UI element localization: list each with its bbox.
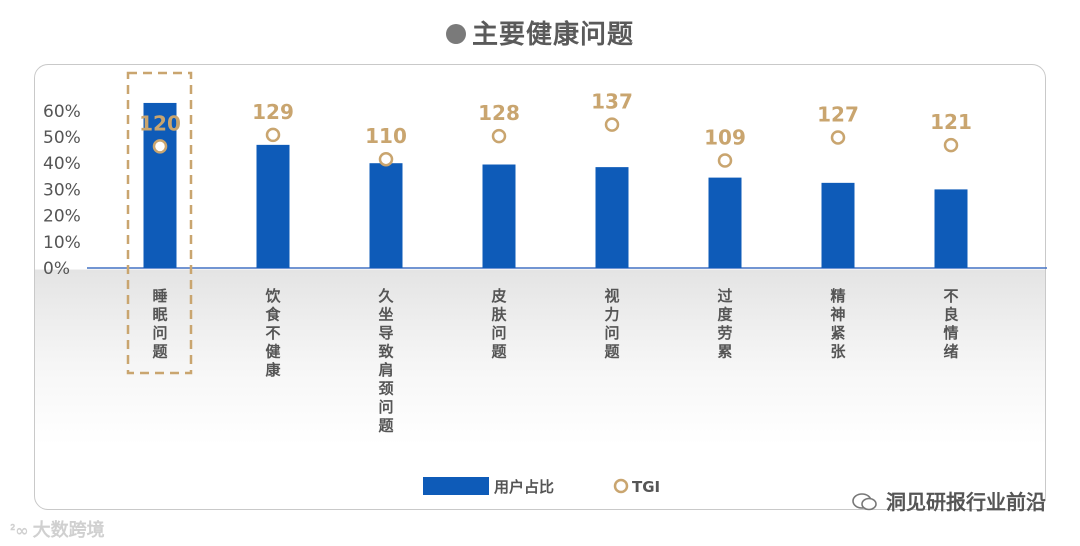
watermark-right: 洞见研报行业前沿 xyxy=(852,486,1046,515)
category-label-char: 眠 xyxy=(152,306,167,324)
bar-8 xyxy=(934,189,968,268)
category-label-char: 度 xyxy=(717,306,733,324)
chart-svg: 0%10%20%30%40%50%60% 120睡眠问题129饮食不健康110久坐… xyxy=(43,71,1047,496)
category-label-char: 问 xyxy=(152,324,167,342)
category-label-char: 睡 xyxy=(152,287,167,305)
category-label-char: 紧 xyxy=(830,324,845,342)
y-tick-label: 0% xyxy=(43,259,70,279)
bar-4 xyxy=(482,164,516,268)
category-label-char: 神 xyxy=(830,306,845,324)
highlight-box xyxy=(126,71,193,375)
bar-5 xyxy=(595,167,629,268)
category-label-char: 不 xyxy=(265,324,280,342)
category-label-char: 视 xyxy=(604,287,619,305)
tgi-label-5: 137 xyxy=(591,90,633,114)
category-label-char: 导 xyxy=(378,324,393,342)
wechat-icon xyxy=(852,493,877,511)
bar-6 xyxy=(708,177,742,268)
category-label-char: 绪 xyxy=(943,343,958,361)
tgi-label-4: 128 xyxy=(478,101,520,125)
watermark-left: ᒾ∞ 大数跨境 xyxy=(10,520,105,541)
category-label-char: 肩 xyxy=(378,361,393,379)
category-label-char: 累 xyxy=(717,343,732,361)
chart-title: 主要健康问题 xyxy=(0,14,1080,51)
tgi-label-6: 109 xyxy=(704,125,746,149)
tgi-marker-5 xyxy=(604,117,620,132)
tgi-marker-7 xyxy=(830,130,846,145)
tgi-marker-2 xyxy=(265,127,281,143)
category-label-char: 食 xyxy=(265,306,281,324)
category-label-char: 健 xyxy=(265,343,280,361)
category-label-char: 皮 xyxy=(491,287,506,305)
legend-tgi-marker xyxy=(613,478,629,494)
chart-panel: 0% 10% 20% 30% 40% 50% 60% 120 睡眠问题 129 饮食不健康 110 久坐… xyxy=(34,64,1047,510)
bar-3 xyxy=(369,163,403,268)
legend-bar-label: 用户占比 xyxy=(494,478,554,496)
category-label-char: 过 xyxy=(717,287,732,305)
tgi-marker-4 xyxy=(491,128,507,144)
brand-logo-icon: ᒾ∞ xyxy=(10,521,29,540)
tgi-marker-6 xyxy=(717,153,733,168)
tgi-label-2: 129 xyxy=(252,100,294,124)
y-tick-label: 40% xyxy=(43,154,81,174)
bar-2 xyxy=(256,144,290,268)
y-tick-label: 60% xyxy=(43,102,81,122)
tgi-label-3: 110 xyxy=(365,124,407,148)
category-label-char: 问 xyxy=(491,324,506,342)
category-label-char: 良 xyxy=(943,306,958,324)
bar-7 xyxy=(821,182,855,268)
tgi-marker-1 xyxy=(152,139,168,154)
category-label-char: 问 xyxy=(604,324,619,342)
legend-bar-swatch xyxy=(423,477,489,495)
category-label-char: 坐 xyxy=(378,306,393,324)
y-tick-label: 10% xyxy=(43,233,81,253)
bullet-icon xyxy=(445,24,466,44)
bar-1 xyxy=(143,102,177,268)
category-label-char: 康 xyxy=(265,361,281,379)
tgi-marker-8 xyxy=(943,137,959,153)
category-label-char: 肤 xyxy=(491,306,507,324)
tgi-label-1: 120 xyxy=(139,111,181,135)
tgi-marker-3 xyxy=(378,151,394,167)
category-label-char: 力 xyxy=(604,306,619,324)
category-label-char: 致 xyxy=(378,343,394,361)
category-label-char: 题 xyxy=(152,343,168,361)
category-label-char: 久 xyxy=(378,287,394,305)
tgi-label-7: 127 xyxy=(817,102,859,126)
category-label-char: 颈 xyxy=(377,380,393,398)
category-label-char: 劳 xyxy=(717,324,732,342)
y-tick-label: 50% xyxy=(43,128,81,148)
category-label-char: 情 xyxy=(943,324,958,342)
category-label-char: 张 xyxy=(830,343,846,361)
category-label-char: 题 xyxy=(378,417,394,435)
legend-tgi-label: TGI xyxy=(632,478,660,496)
category-label-char: 题 xyxy=(604,343,620,361)
category-label-char: 不 xyxy=(943,287,958,305)
tgi-label-8: 121 xyxy=(930,110,972,134)
category-label-char: 题 xyxy=(491,343,507,361)
category-label-char: 精 xyxy=(830,287,845,305)
y-tick-label: 20% xyxy=(43,207,81,227)
y-tick-label: 30% xyxy=(43,180,81,200)
category-label-char: 问 xyxy=(378,398,393,416)
category-label-char: 饮 xyxy=(264,287,281,305)
